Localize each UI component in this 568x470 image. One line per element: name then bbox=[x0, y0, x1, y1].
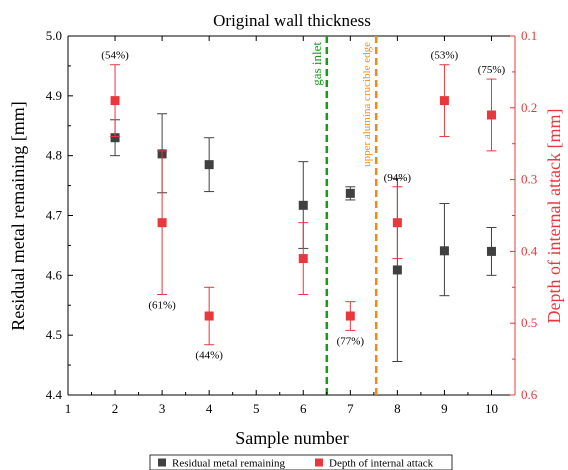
data-point bbox=[486, 246, 496, 256]
y-left-tick-label: 4.9 bbox=[46, 88, 62, 103]
percent-annotations: (54%) (61%) (44%) (77%) (94%) (53%) (75%) bbox=[101, 50, 505, 362]
data-point bbox=[392, 265, 402, 275]
y-axis-right: 0.1 0.2 0.3 0.4 0.5 0.6 bbox=[510, 28, 538, 402]
plot-frame bbox=[67, 35, 516, 396]
y-right-tick-label: 0.4 bbox=[521, 243, 538, 258]
data-point bbox=[110, 133, 120, 143]
legend-marker bbox=[315, 458, 323, 467]
data-point bbox=[157, 218, 167, 228]
data-point bbox=[298, 254, 308, 264]
data-point bbox=[439, 246, 449, 256]
x-tick-label: 5 bbox=[253, 401, 260, 416]
x-tick-label: 7 bbox=[347, 401, 354, 416]
chart-title: Original wall thickness bbox=[213, 11, 371, 30]
reference-line-label: gas inlet bbox=[309, 42, 324, 86]
legend: Residual metal remaining Depth of interna… bbox=[149, 454, 453, 470]
legend-marker bbox=[158, 458, 166, 467]
x-tick-label: 9 bbox=[441, 401, 448, 416]
x-tick-label: 3 bbox=[159, 401, 166, 416]
x-tick-label: 10 bbox=[485, 401, 498, 416]
y-left-tick-label: 5.0 bbox=[46, 28, 62, 43]
data-point bbox=[204, 311, 214, 321]
y-left-tick-label: 4.6 bbox=[46, 267, 63, 282]
data-point bbox=[298, 200, 308, 210]
y-right-tick-label: 0.5 bbox=[521, 315, 537, 330]
y-right-tick-label: 0.3 bbox=[521, 172, 537, 187]
y-axis-left-title: Residual metal remaining [mm] bbox=[8, 101, 28, 330]
y-left-tick-label: 4.7 bbox=[46, 208, 63, 223]
data-point bbox=[204, 160, 214, 170]
y-right-tick-label: 0.1 bbox=[521, 28, 537, 43]
percent-label: (77%) bbox=[337, 335, 365, 347]
series-depth-attack bbox=[110, 64, 497, 346]
legend-box bbox=[149, 454, 453, 470]
data-point bbox=[345, 311, 355, 321]
reference-line-label: upper alumina crucible edge bbox=[361, 42, 373, 167]
percent-label: (53%) bbox=[431, 50, 459, 62]
legend-label: Depth of internal attack bbox=[329, 458, 434, 470]
percent-label: (54%) bbox=[101, 50, 129, 62]
percent-label: (75%) bbox=[478, 64, 506, 76]
y-left-tick-label: 4.8 bbox=[46, 148, 62, 163]
percent-label: (61%) bbox=[148, 299, 176, 311]
data-point bbox=[439, 96, 449, 106]
x-tick-label: 8 bbox=[394, 401, 401, 416]
x-tick-label: 4 bbox=[206, 401, 213, 416]
percent-label: (94%) bbox=[384, 172, 412, 184]
legend-label: Residual metal remaining bbox=[172, 458, 286, 470]
y-right-tick-label: 0.2 bbox=[521, 100, 537, 115]
y-axis-right-title: Depth of internal attack [mm] bbox=[544, 109, 564, 324]
data-point bbox=[486, 110, 496, 120]
data-point bbox=[345, 188, 355, 198]
x-tick-label: 2 bbox=[112, 401, 119, 416]
data-point bbox=[392, 218, 402, 228]
data-point bbox=[110, 96, 120, 106]
x-axis-title: Sample number bbox=[235, 428, 348, 448]
x-tick-label: 1 bbox=[65, 401, 72, 416]
x-tick-label: 6 bbox=[300, 401, 307, 416]
x-axis: 1 2 3 4 5 6 7 8 9 10 bbox=[65, 36, 498, 416]
y-left-tick-label: 4.5 bbox=[46, 327, 62, 342]
y-left-tick-label: 4.4 bbox=[46, 387, 63, 402]
reference-lines: gas inlet upper alumina crucible edge bbox=[309, 36, 378, 395]
y-axis-left: 4.4 4.5 4.6 4.7 4.8 4.9 5.0 bbox=[46, 28, 73, 402]
percent-label: (44%) bbox=[195, 350, 223, 362]
y-right-tick-label: 0.6 bbox=[521, 387, 538, 402]
